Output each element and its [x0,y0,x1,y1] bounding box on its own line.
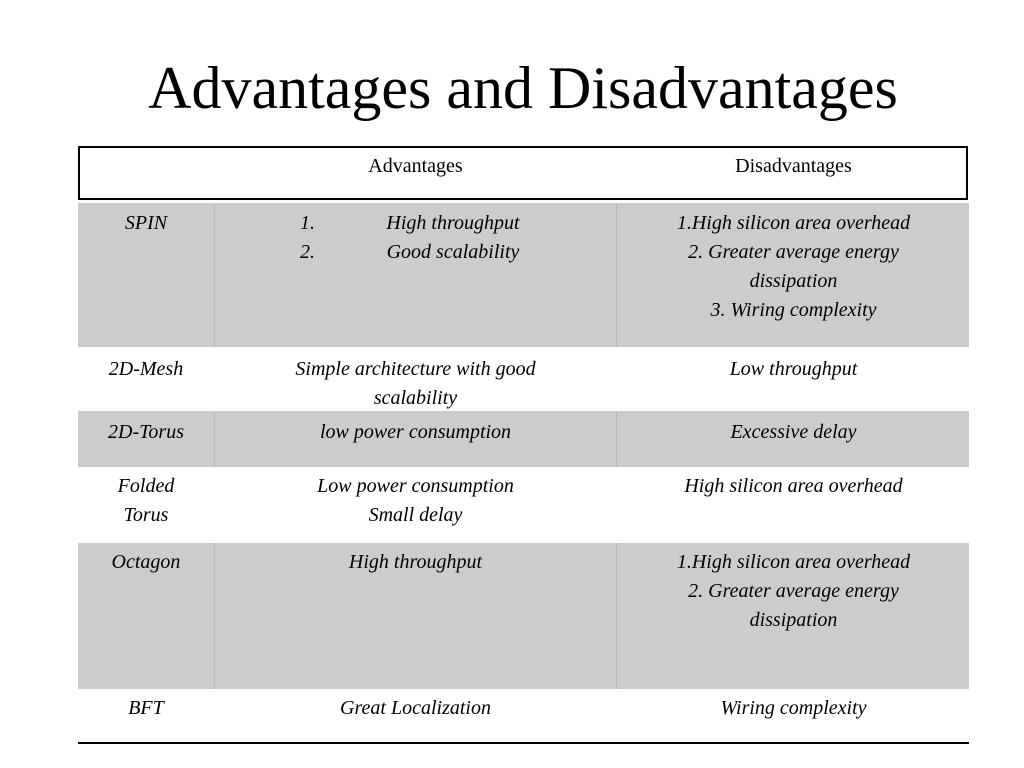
cell-line: 1.High silicon area overhead [676,551,911,573]
column-divider [616,543,617,689]
list-item: 2. Good scalability [218,238,613,267]
table-row-folded-torus: Folded Torus Low power consumption Small… [78,468,969,542]
cell-line: low power consumption [319,421,512,443]
column-divider [214,543,215,689]
cell-line: 1.High silicon area overhead [676,212,911,234]
row-name-cell: SPIN [124,212,168,234]
table-bottom-rule [78,742,969,744]
table-row-2d-torus: 2D-Torus low power consumption Excessive… [78,411,969,467]
disadvantages-cell: High silicon area overhead [618,472,969,501]
disadvantages-cell: 1.High silicon area overhead 2. Greater … [618,209,969,325]
row-name-cell: 2D-Torus [108,421,184,443]
list-number: 2. [300,241,315,263]
cell-line: High throughput [348,551,483,573]
table-row-octagon: Octagon High throughput 1.High silicon a… [78,543,969,689]
list-text: Good scalability [386,241,520,263]
cell-line: Great Localization [340,697,491,719]
table-row-bft: BFT Great Localization Wiring complexity [78,690,969,740]
table-header-row [78,146,968,200]
column-divider [616,203,617,347]
cell-line: Folded [117,475,175,497]
header-disadvantages: Disadvantages [735,155,852,177]
disadvantages-cell: Wiring complexity [618,694,969,723]
header-advantages: Advantages [368,155,463,177]
row-name-cell: Octagon [111,551,181,573]
advantages-cell: 1. High throughput 2. Good scalability [218,209,613,267]
disadvantages-cell: Low throughput [618,355,969,384]
advantages-cell: High throughput [218,548,613,577]
cell-line: scalability [373,387,458,409]
cell-line: dissipation [749,270,838,292]
column-divider [214,411,215,467]
cell-line: 2. Greater average energy [688,580,899,602]
column-divider [214,203,215,347]
list-number: 1. [300,212,315,234]
cell-line: 3. Wiring complexity [710,299,877,321]
slide-title: Advantages and Disadvantages [148,55,898,121]
cell-line: 2. Greater average energy [688,241,899,263]
cell-line: Simple architecture with good [295,358,536,380]
advantages-cell: Low power consumption Small delay [218,472,613,530]
cell-line: dissipation [749,609,838,631]
row-name-cell: Folded Torus [78,472,214,530]
row-name-cell: BFT [128,697,164,719]
advantages-cell: low power consumption [218,418,613,447]
cell-line: Torus [123,504,169,526]
list-item: 1. High throughput [218,209,613,238]
cell-line: High silicon area overhead [684,475,903,497]
table-row-spin: SPIN 1. High throughput 2. Good scalabil… [78,203,969,347]
disadvantages-cell: Excessive delay [618,418,969,447]
list-text: High throughput [386,212,520,234]
column-divider [616,411,617,467]
advantages-cell: Great Localization [218,694,613,723]
advantages-cell: Simple architecture with good scalabilit… [218,355,613,413]
cell-line: Excessive delay [730,421,857,443]
cell-line: Low throughput [729,358,858,380]
table-row-2d-mesh: 2D-Mesh Simple architecture with good sc… [78,349,969,410]
row-name-cell: 2D-Mesh [108,358,184,380]
disadvantages-cell: 1.High silicon area overhead 2. Greater … [618,548,969,635]
cell-line: Low power consumption [317,475,514,497]
cell-line: Wiring complexity [720,697,867,719]
cell-line: Small delay [368,504,463,526]
